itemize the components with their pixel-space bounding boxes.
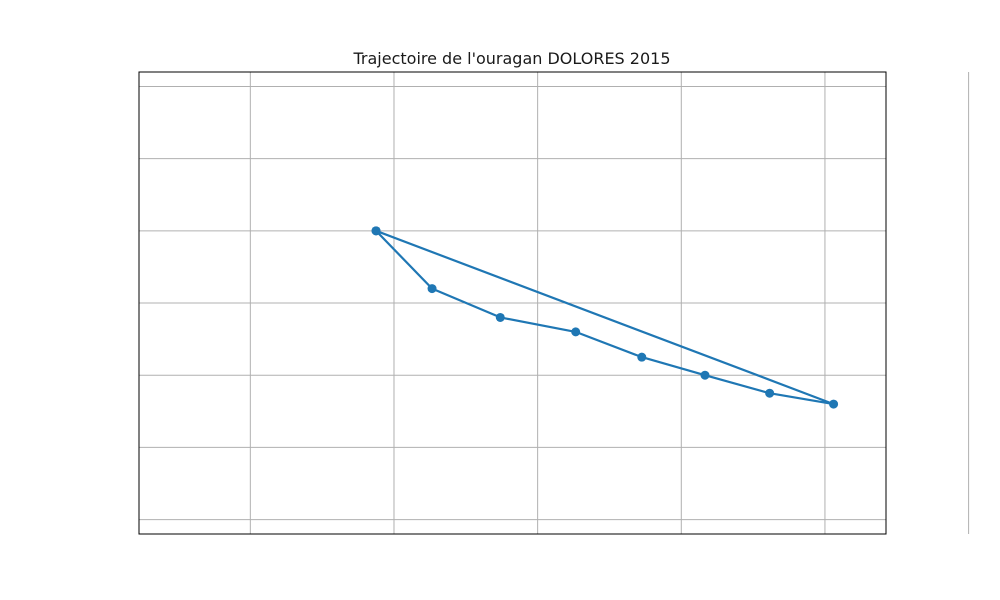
track-point-8 [371,226,381,236]
track-point-4 [637,352,647,362]
series-layer [371,226,839,409]
track-point-1 [427,284,437,294]
track-point-5 [700,370,710,380]
track-point-7 [829,399,839,409]
chart-title: Trajectoire de l'ouragan DOLORES 2015 [352,49,670,68]
plot-frame [138,71,887,535]
grid [139,72,970,534]
track-point-3 [571,327,581,337]
track-point-6 [765,388,775,398]
track-point-2 [495,312,505,322]
